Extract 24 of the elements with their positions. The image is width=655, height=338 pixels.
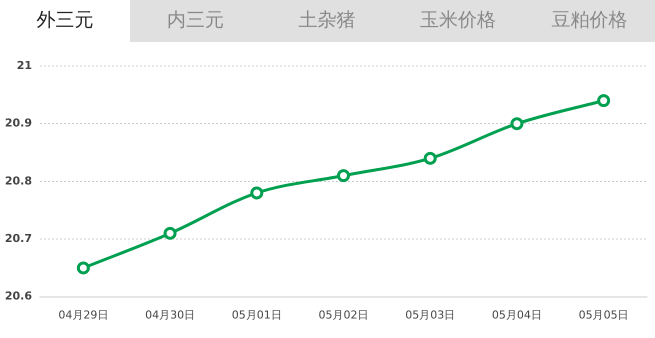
y-tick-label: 21 [16,58,32,72]
text: 内三元 [166,8,226,33]
point [597,94,610,108]
x-tick-label: 05月01日 [232,308,282,322]
x-tick-label: 05月03日 [405,308,456,322]
x-tick-label: 05月05日 [578,308,629,322]
x-tick-label: 05月04日 [492,308,542,322]
text: 豆粕价格 [550,8,628,33]
x-tick-label: 04月29日 [58,308,108,322]
point [510,117,524,130]
y-tick-label: 20.9 [4,116,32,130]
point [250,186,264,200]
y-tick-label: 20.6 [4,290,32,303]
x-tick-label: 05月02日 [318,308,368,322]
text: 土杂猪 [297,8,356,33]
chart-title: 外三元 [0,0,130,42]
y-tick-label: 20.7 [4,232,32,245]
point [164,226,177,240]
point [337,169,350,182]
point [424,152,437,165]
text: 玉米价格 [419,8,498,33]
point [76,261,90,274]
x-tick-label: 04月30日 [145,308,196,322]
y-tick-label: 20.8 [4,174,32,188]
